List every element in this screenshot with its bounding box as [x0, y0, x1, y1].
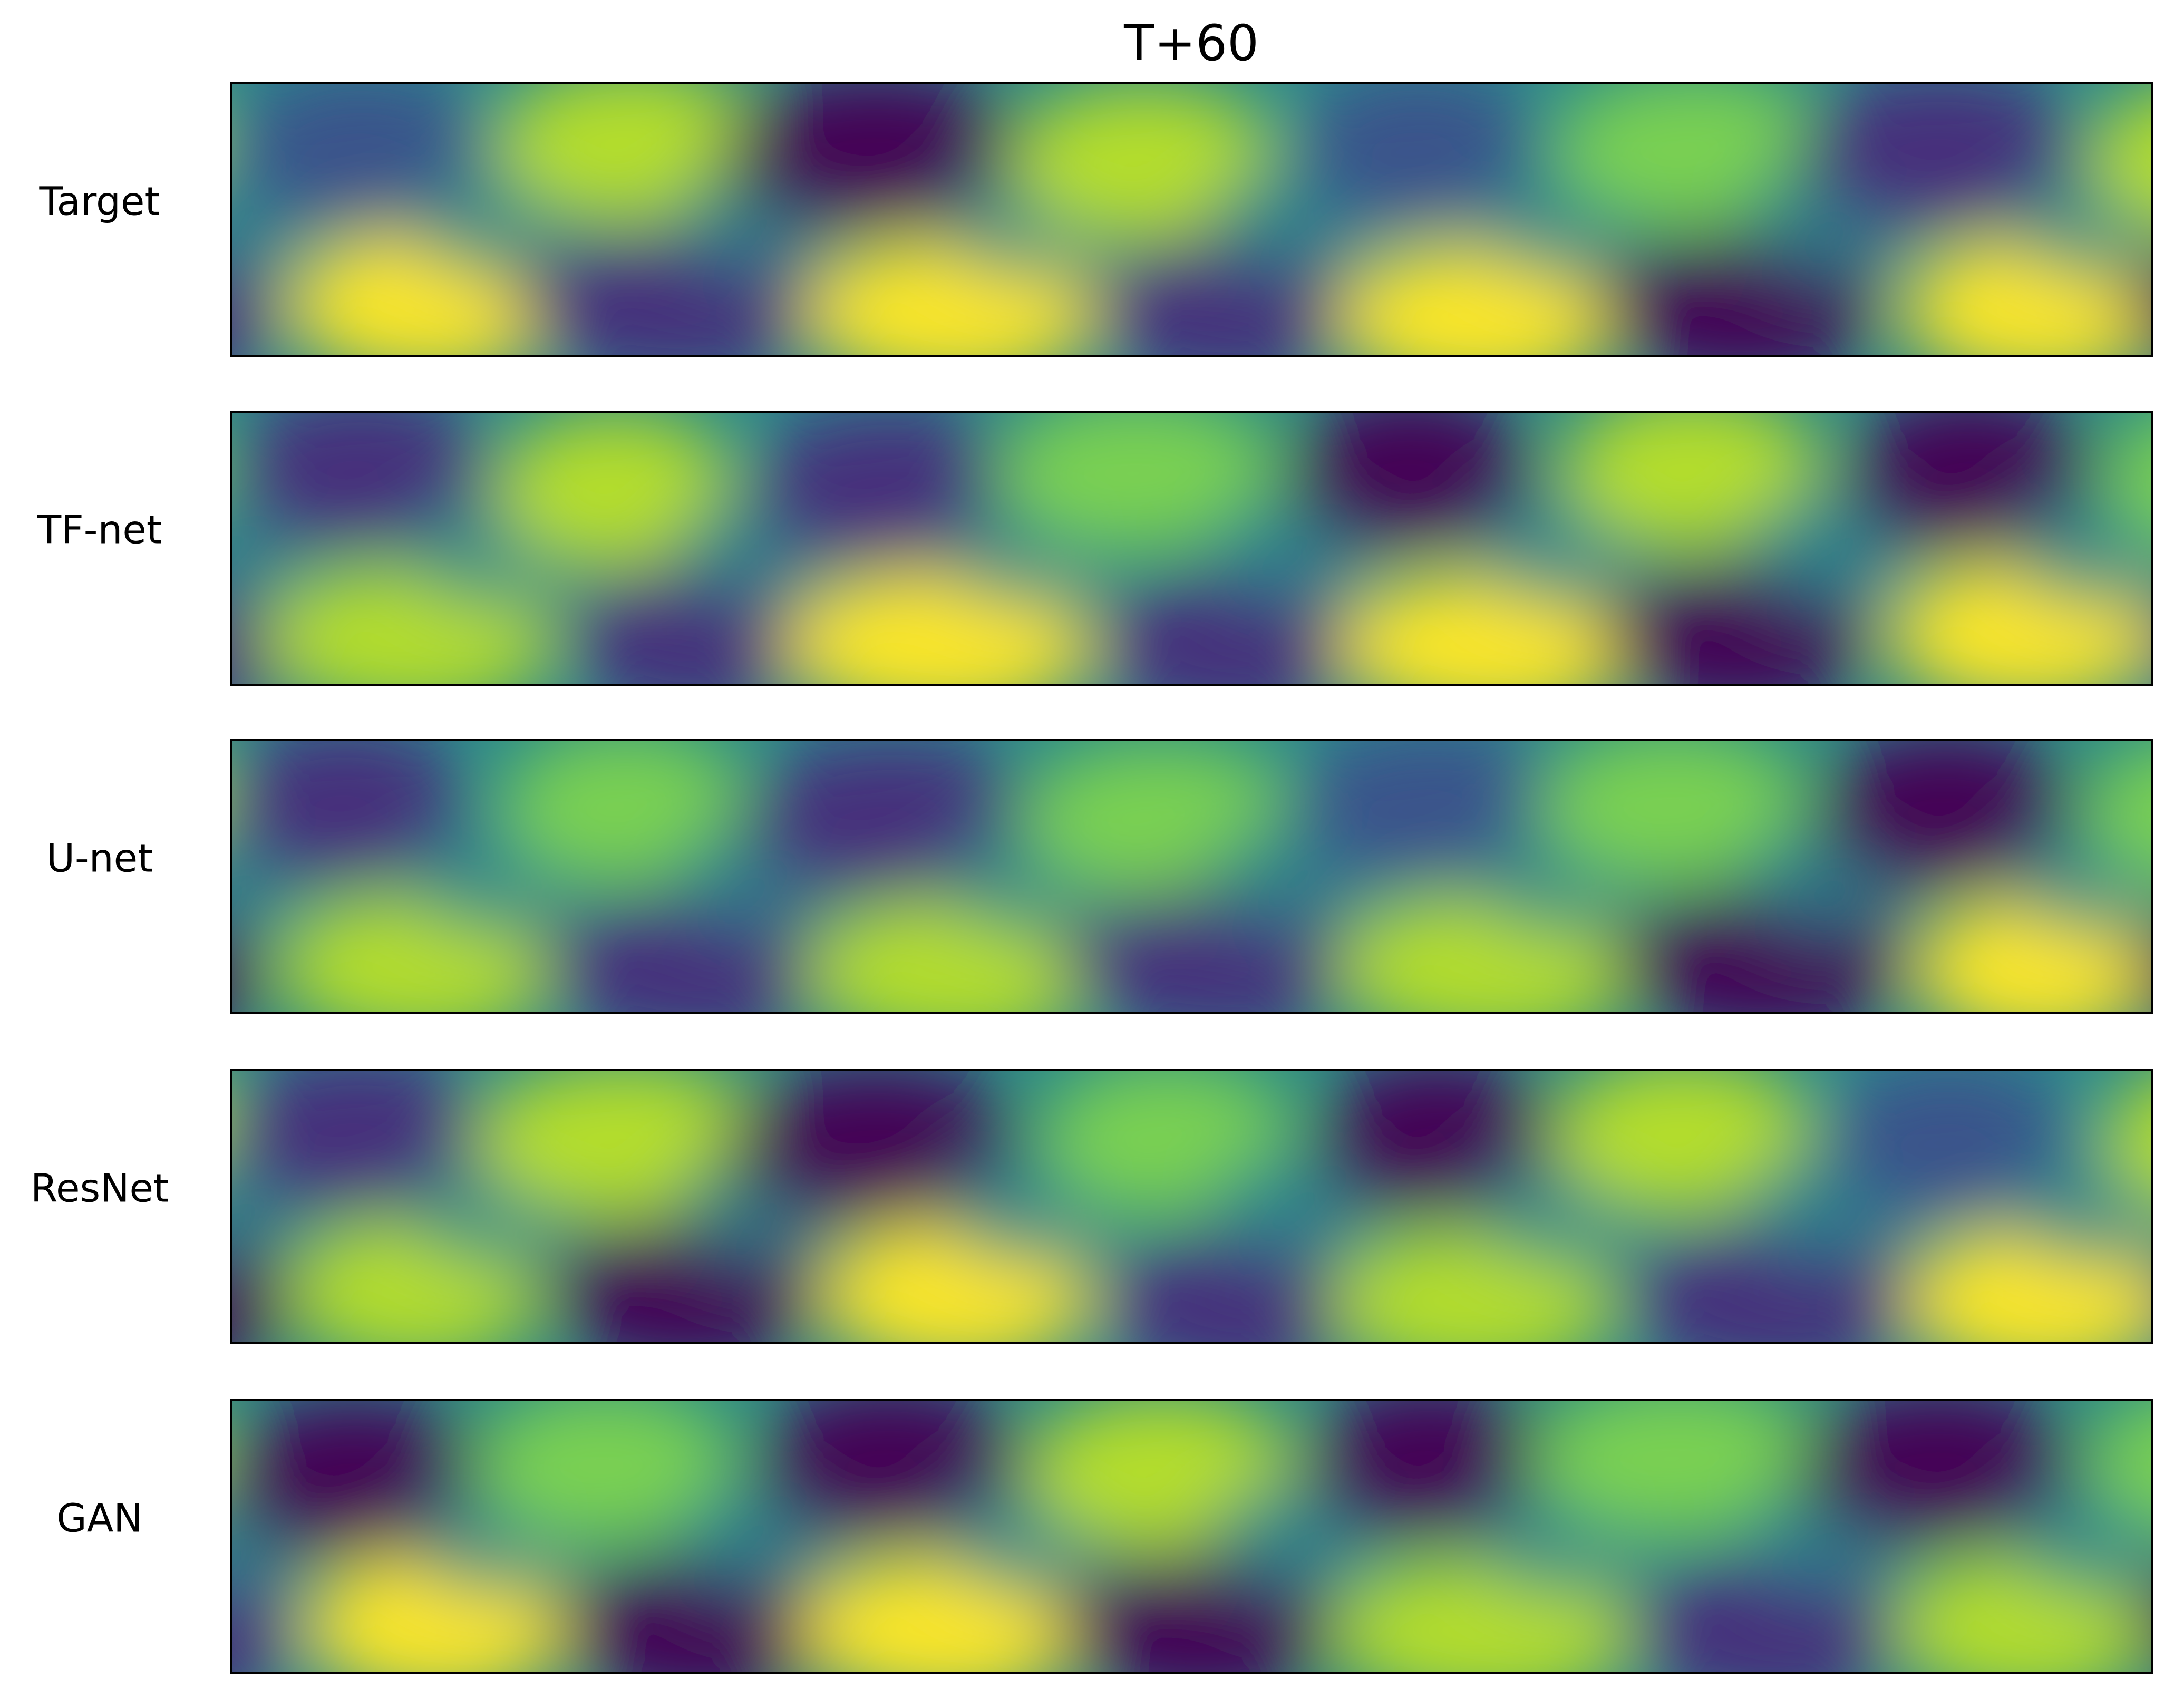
row-label: TF-net: [37, 508, 162, 553]
heatmap: [231, 1070, 2174, 1376]
field-blob: [724, 83, 1027, 230]
row-label: U-net: [46, 836, 153, 881]
field-blob: [2102, 415, 2152, 542]
row-label: GAN: [56, 1496, 142, 1541]
field-blob: [1287, 412, 1535, 550]
panel-frame: [230, 411, 2153, 686]
field-blob: [231, 740, 467, 884]
field-blob: [231, 253, 282, 356]
field-blob: [1529, 1400, 1826, 1538]
field-blob: [2134, 940, 2152, 1010]
field-blob: [1814, 740, 2077, 889]
heatmap: [231, 1400, 2152, 1673]
field-blob: [2159, 1228, 2174, 1376]
heatmap: [231, 412, 2152, 685]
heatmap-field: [231, 1400, 2152, 1673]
field-blob: [994, 412, 1282, 552]
field-blob: [727, 1070, 1024, 1223]
field-blob: [1537, 740, 1809, 885]
field-blob: [231, 1573, 300, 1673]
row-label: Target: [39, 179, 160, 225]
heatmap-field: [231, 412, 2152, 685]
heatmap-field: [231, 83, 2152, 356]
field-blob: [2086, 1400, 2152, 1528]
field-blob: [1823, 1070, 2074, 1220]
field-blob: [2011, 490, 2152, 606]
figure-title: T+60: [1123, 15, 1259, 72]
field-blob: [1550, 1070, 1814, 1215]
field-blob: [1295, 83, 1542, 228]
field-blob: [473, 1400, 738, 1545]
heatmap-field: [231, 1070, 2174, 1376]
field-blob: [1797, 1400, 2079, 1544]
field-blob: [2083, 742, 2152, 882]
panel-frame: [230, 1399, 2153, 1674]
heatmap: [231, 740, 2152, 1013]
field-blob: [1796, 83, 2082, 229]
field-blob: [2102, 1077, 2152, 1204]
field-blob: [2137, 1590, 2152, 1658]
field-blob: [1008, 83, 1280, 241]
heatmap: [231, 83, 2152, 356]
row-label: ResNet: [31, 1166, 169, 1211]
field-blob: [2086, 91, 2152, 227]
panel-frame: [230, 82, 2153, 357]
field-blob: [2128, 267, 2152, 347]
field-blob: [1561, 412, 1822, 550]
heatmap-field: [231, 740, 2152, 1013]
field-blob: [231, 924, 266, 1013]
field-blob: [493, 412, 736, 569]
panel-frame: [230, 1069, 2153, 1344]
panel-frame: [230, 739, 2153, 1014]
field-blob: [2011, 1149, 2152, 1265]
